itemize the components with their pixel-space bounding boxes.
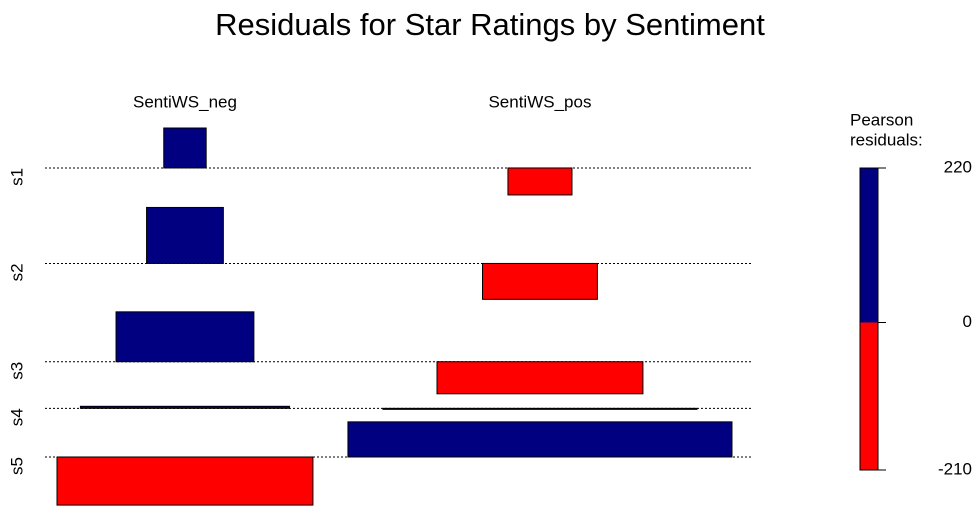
legend-negative [860, 322, 878, 470]
cell-bar [146, 206, 224, 264]
cell-bar [347, 421, 733, 458]
cell-bar [79, 405, 290, 409]
cell-bar [436, 361, 644, 395]
cell-bar [115, 311, 255, 363]
legend-title: residuals: [850, 130, 923, 149]
cell-bar [163, 127, 207, 169]
cell-bar [482, 262, 598, 300]
column-label: SentiWS_pos [488, 92, 591, 111]
row-label: s5 [7, 457, 26, 475]
row-label: s3 [7, 362, 26, 380]
legend-tick-label: 0 [963, 312, 972, 331]
legend-frame [859, 167, 879, 471]
cell-bar [507, 167, 573, 196]
legend-tick-label: 220 [944, 157, 972, 176]
cell-bar [382, 407, 698, 410]
column-label: SentiWS_neg [133, 92, 237, 111]
legend-positive [860, 168, 878, 323]
legend-title: Pearson [850, 110, 913, 129]
cell-bar [56, 456, 314, 506]
row-label: s4 [7, 408, 26, 426]
row-label: s2 [7, 263, 26, 281]
legend-tick-label: -210 [938, 459, 972, 478]
row-label: s1 [7, 168, 26, 186]
chart-title: Residuals for Star Ratings by Sentiment [215, 7, 765, 42]
